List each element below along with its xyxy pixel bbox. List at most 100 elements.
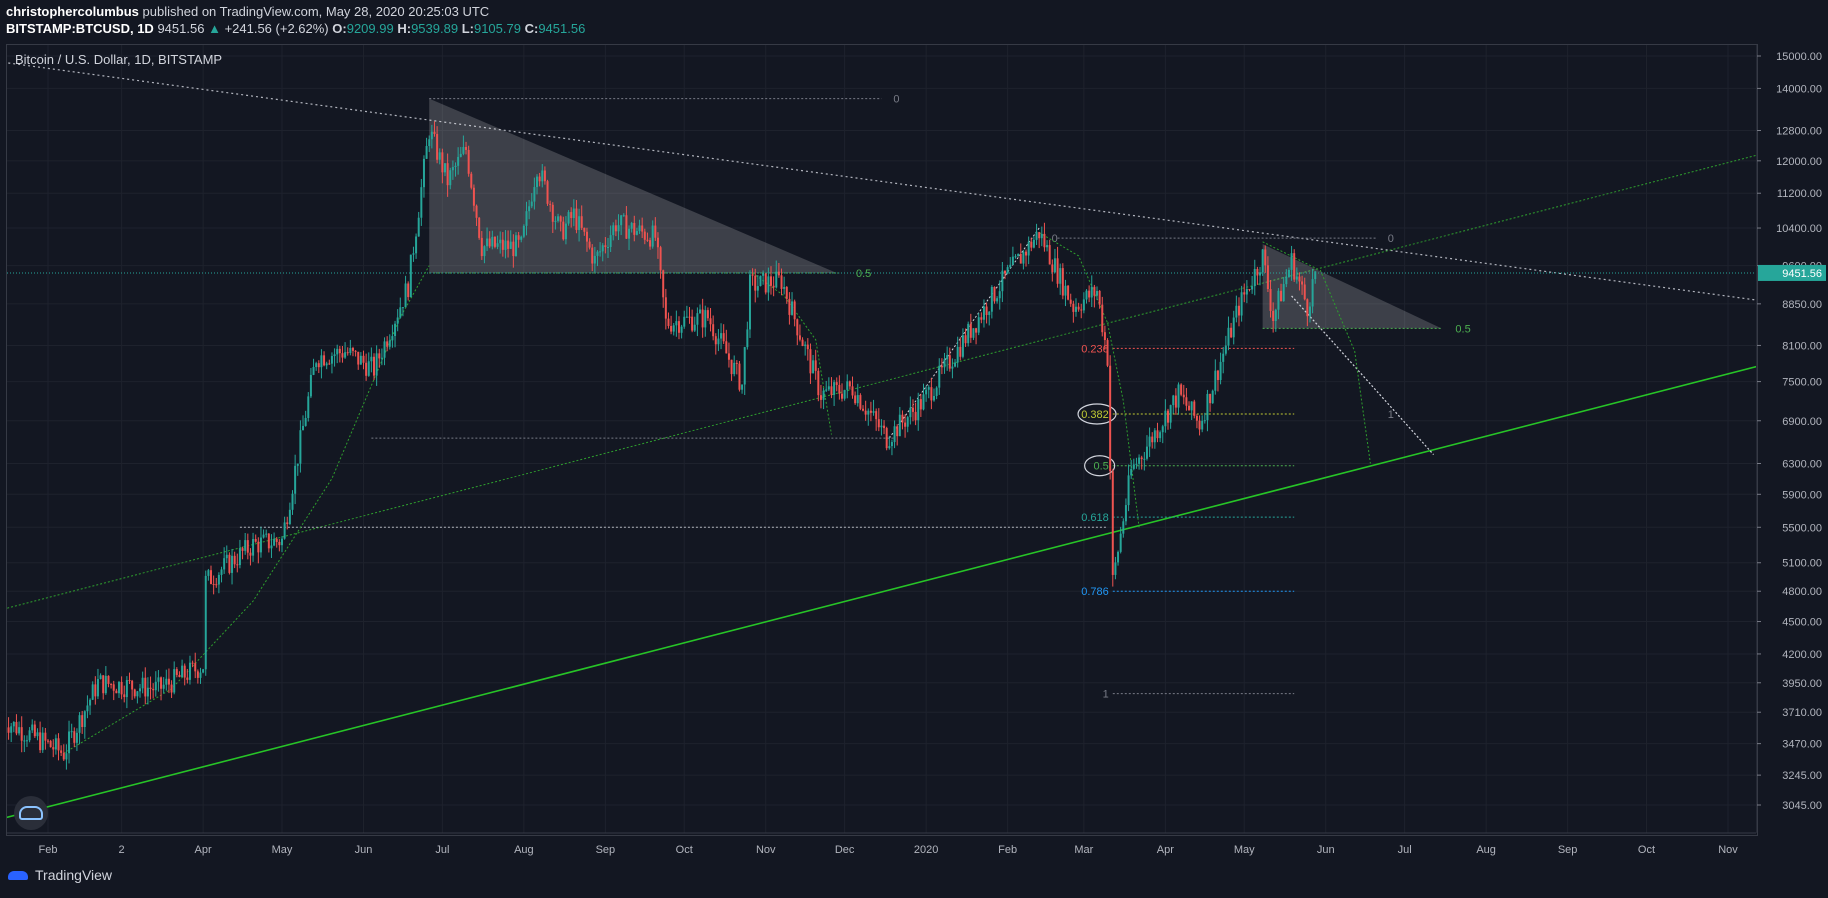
candle-body [980,317,983,320]
candle-body [328,363,331,365]
x-tick-label: Jul [435,844,449,856]
candle-body [401,307,404,309]
candle-body [688,316,691,318]
candle-body [1198,420,1201,430]
candle-body [120,681,123,695]
candle-body [309,374,312,397]
x-tick-label: Nov [756,844,776,856]
candle-body [1148,436,1151,447]
candle-body [278,541,281,546]
candle-body [173,669,176,693]
candle-body [1227,327,1230,346]
candle-body [796,319,799,336]
candle-body [443,163,446,173]
candle-body [349,348,352,353]
candle-body [725,341,728,354]
x-tick-label: Aug [1476,844,1496,856]
x-tick-label: Apr [1157,844,1174,856]
y-axis[interactable]: 15000.00 14000.00 12800.00 12000.00 11200.00… [1756,45,1822,833]
candle-body [425,146,428,159]
candle-body [160,677,163,689]
candle-body [257,541,260,553]
symbol-label[interactable]: BITSTAMP:BTCUSD, 1D [6,21,154,36]
candle-body [819,395,822,400]
candle-body [748,274,751,330]
candle-body [667,318,670,326]
candle-body [1072,303,1075,312]
candle-body [777,271,780,276]
candle-body [854,395,857,404]
candle-body [478,217,481,238]
tradingview-logo[interactable]: TradingView [8,867,112,883]
candle-body [856,395,859,404]
chart-frame[interactable] [6,44,1758,836]
candle-body [107,675,110,684]
candle-body [714,336,717,345]
candle-body [467,149,470,174]
candle-body [528,206,531,212]
candle-body [609,235,612,248]
candle-body [1103,332,1106,341]
candle-body [549,203,552,205]
candle-body [1182,394,1185,398]
candle-body [262,534,265,538]
candle-body [1161,426,1164,433]
candle-body [1159,432,1162,439]
candle-body [354,350,357,352]
candle-body [131,680,134,690]
candle-body [454,165,457,168]
candle-body [175,669,178,675]
candle-body [47,740,49,742]
candle-body [1153,430,1156,443]
chart-title: Bitcoin / U.S. Dollar, 1D, BITSTAMP [15,52,223,67]
x-tick-label: Jul [1398,844,1412,856]
candle-body [685,316,688,318]
candle-body [788,298,791,315]
candle-body [993,286,996,302]
candle-body [194,663,197,672]
fib-level-label: 1 [1103,689,1109,701]
candle-body [998,291,1001,299]
candle-body [1043,233,1046,248]
drawing-level-label: 0 [1388,233,1394,245]
candle-body [1119,533,1122,552]
candle-body [751,274,754,276]
y-tick-label: 12800.00 [1776,126,1822,138]
candle-body [522,225,525,237]
candle-body [583,227,586,232]
candle-body [1130,468,1133,476]
candle-body [94,684,97,697]
candle-body [925,389,928,395]
candle-body [536,176,539,188]
candle-body [212,583,215,585]
candle-body [662,270,665,298]
candle-body [225,554,228,559]
candle-body [244,540,247,551]
candle-body [81,715,84,728]
cloud-icon[interactable] [14,796,48,830]
candle-body [78,715,81,733]
candle-body [165,678,168,685]
candle-body [680,326,683,333]
low-label: L: [461,21,474,36]
candle-body [772,285,775,288]
candles [5,121,1317,770]
candle-body [1219,361,1222,381]
candle-body [307,396,310,419]
candle-body [959,346,962,357]
candle-body [1014,256,1017,258]
candle-body [496,243,499,247]
y-tick-label: 10400.00 [1776,223,1822,235]
candle-body [317,363,320,368]
author-name[interactable]: christophercolumbus [6,4,139,19]
candle-body [5,720,7,727]
candle-body [1248,289,1251,291]
candle-body [514,235,517,257]
candle-body [483,246,486,257]
candle-body [1245,289,1248,295]
x-axis[interactable]: Feb 2 Apr May Jun Jul Aug Sep Oct Nov Dec 2020 Feb Ma… [7,832,1756,856]
candle-body [948,355,951,369]
candle-body [741,384,744,390]
candle-body [1074,306,1077,312]
